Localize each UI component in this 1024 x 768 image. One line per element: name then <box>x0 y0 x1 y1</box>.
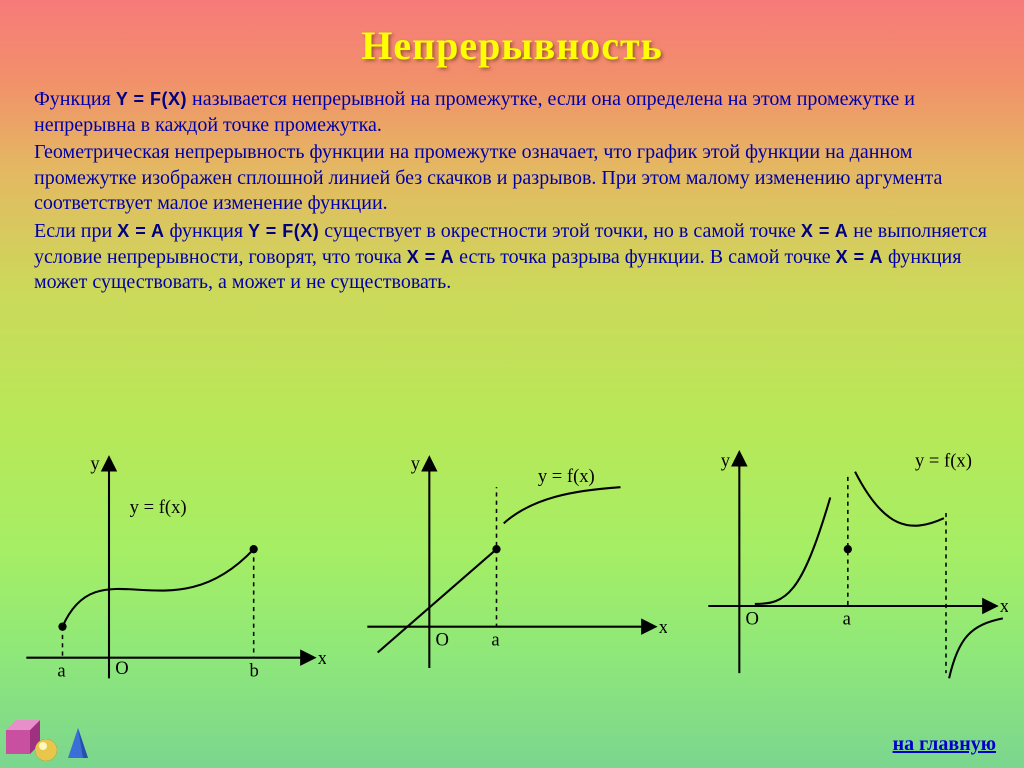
origin-label: O <box>746 609 759 630</box>
chart-continuous: x y O a b y = f(x) <box>16 450 326 700</box>
keyword-xa: X = A <box>407 247 454 267</box>
text-run: есть точка разрыва функции. В самой точк… <box>454 246 836 268</box>
body-text: Функция Y = F(X) называется непрерывной … <box>0 69 1024 296</box>
axis-y-label: y <box>90 454 100 475</box>
axis-y-label: y <box>411 454 421 475</box>
keyword-xa: X = A <box>836 247 883 267</box>
decoration-shapes-icon <box>4 710 94 762</box>
keyword-yfx: Y = F(X) <box>248 221 319 241</box>
text-run: Функция <box>34 88 116 110</box>
func-label: y = f(x) <box>538 466 595 487</box>
text-run: существует в окрестности этой точки, но … <box>319 220 801 242</box>
keyword-yfx: Y = F(X) <box>116 89 187 109</box>
tick-a: a <box>491 629 499 650</box>
tick-a: a <box>843 609 851 630</box>
paragraph-3: Если при X = A функция Y = F(X) существу… <box>34 219 996 296</box>
page-title: Непрерывность <box>0 0 1024 69</box>
keyword-xa: X = A <box>801 221 848 241</box>
tick-a: a <box>57 660 65 681</box>
chart-removable: x y O a y = f(x) <box>357 450 667 700</box>
axis-x-label: x <box>659 617 667 638</box>
charts-row: x y O a b y = f(x) x y <box>0 450 1024 720</box>
func-label: y = f(x) <box>915 451 972 472</box>
axis-x-label: x <box>317 648 325 669</box>
text-run: Если при <box>34 220 117 242</box>
origin-label: O <box>436 629 449 650</box>
keyword-xa: X = A <box>117 221 164 241</box>
chart-jump: x y O a y = f(x) <box>698 450 1008 700</box>
func-label: y = f(x) <box>129 497 186 518</box>
origin-label: O <box>115 658 128 679</box>
axis-x-label: x <box>1000 596 1008 617</box>
axis-y-label: y <box>721 451 731 472</box>
home-link[interactable]: на главную <box>893 733 996 756</box>
paragraph-1: Функция Y = F(X) называется непрерывной … <box>34 87 996 138</box>
text-run: функция <box>165 220 249 242</box>
tick-b: b <box>249 660 258 681</box>
paragraph-2: Геометрическая непрерывность функции на … <box>34 140 996 217</box>
